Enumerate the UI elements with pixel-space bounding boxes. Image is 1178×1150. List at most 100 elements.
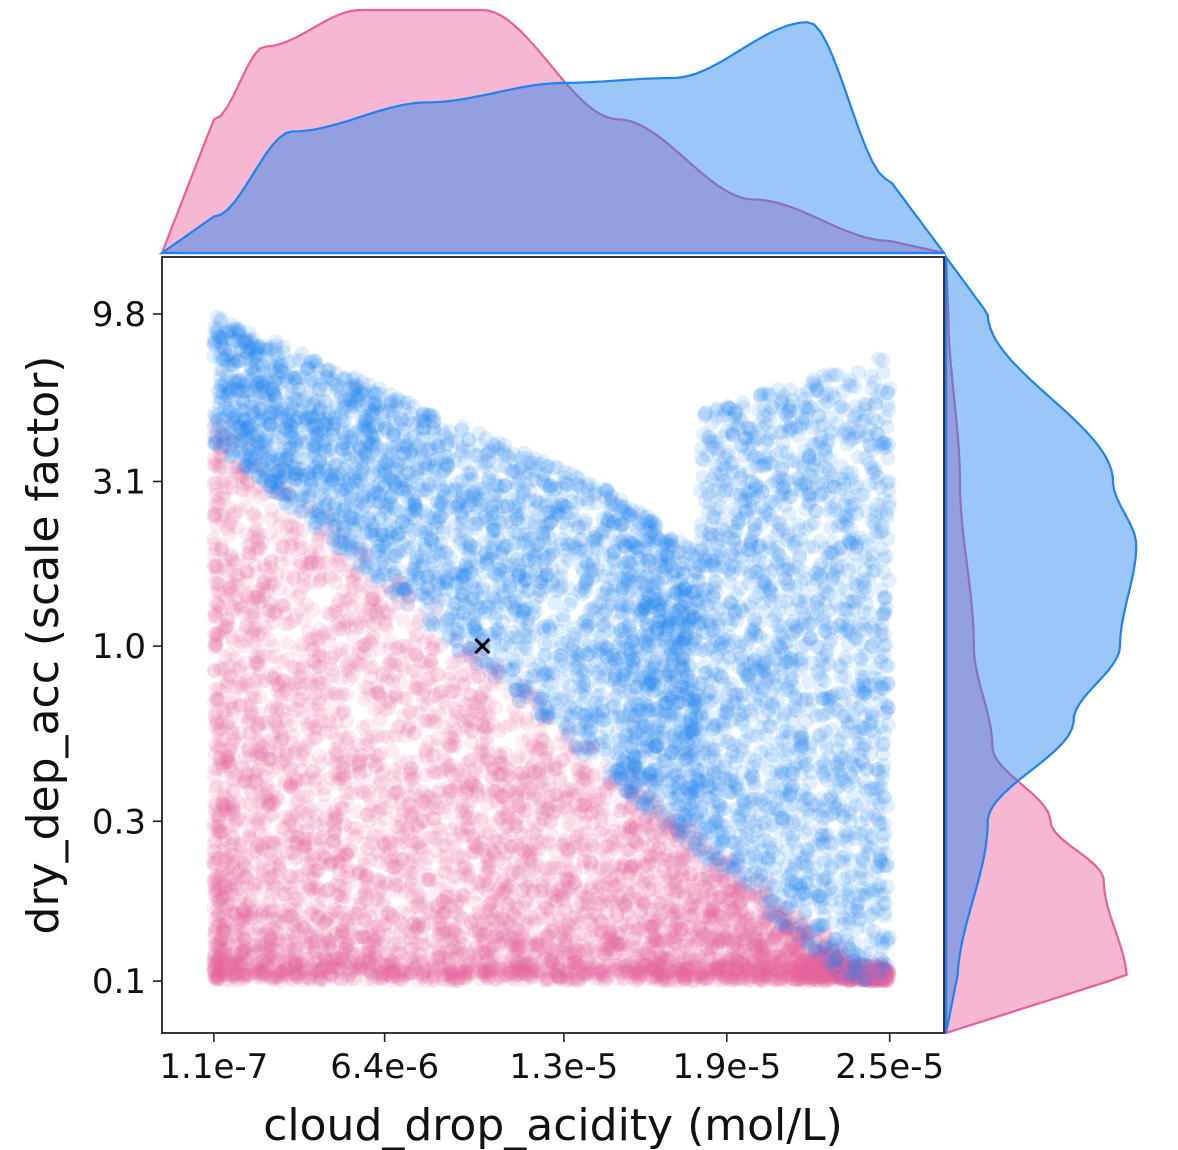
scatter-point-pink <box>774 941 790 957</box>
scatter-point-pink <box>378 968 394 984</box>
scatter-point-pink <box>554 879 570 895</box>
scatter-point-pink <box>550 960 566 976</box>
scatter-point-pink <box>357 871 373 887</box>
scatter-point-pink <box>269 716 285 732</box>
scatter-point-pink <box>423 678 439 694</box>
scatter-point-pink <box>222 668 238 684</box>
scatter-point-pink <box>623 954 639 970</box>
scatter-point-pink <box>423 653 439 669</box>
scatter-point-pink <box>239 471 255 487</box>
scatter-point-pink <box>485 929 501 945</box>
scatter-point-pink <box>263 567 279 583</box>
scatter-point-pink <box>319 672 335 688</box>
scatter-point-pink <box>228 946 244 962</box>
scatter-point-pink <box>595 878 611 894</box>
scatter-point-pink <box>547 757 563 773</box>
scatter-point-pink <box>630 939 646 955</box>
scatter-point-pink <box>377 617 393 633</box>
scatter-point-pink <box>263 559 279 575</box>
scatter-point-pink <box>443 822 459 838</box>
scatter-point-pink <box>650 944 666 960</box>
scatter-point-pink <box>515 694 531 710</box>
scatter-point-pink <box>453 804 469 820</box>
scatter-point-pink <box>865 971 881 987</box>
scatter-point-pink <box>776 954 792 970</box>
scatter-point-pink <box>260 871 276 887</box>
scatter-point-pink <box>250 627 266 643</box>
scatter-point-pink <box>535 801 551 817</box>
scatter-point-pink <box>406 620 422 636</box>
scatter-point-pink <box>597 941 613 957</box>
scatter-point-pink <box>266 956 282 972</box>
scatter-point-pink <box>313 675 329 691</box>
scatter-point-pink <box>260 602 276 618</box>
scatter-point-pink <box>292 949 308 965</box>
scatter-point-pink <box>572 959 588 975</box>
scatter-point-pink <box>770 924 786 940</box>
scatter-point-pink <box>436 863 452 879</box>
scatter-point-pink <box>273 855 289 871</box>
scatter-point-pink <box>832 969 848 985</box>
scatter-point-pink <box>480 751 496 767</box>
scatter-point-pink <box>677 887 693 903</box>
scatter-point-pink <box>592 824 608 840</box>
scatter-point-pink <box>644 968 660 984</box>
scatter-point-pink <box>230 572 246 588</box>
scatter-point-pink <box>607 781 623 797</box>
scatter-point-pink <box>403 705 419 721</box>
scatter-point-pink <box>241 545 257 561</box>
scatter-point-pink <box>621 964 637 980</box>
scatter-point-pink <box>721 932 737 948</box>
scatter-point-pink <box>830 971 846 987</box>
scatter-point-pink <box>326 519 342 535</box>
scatter-point-pink <box>736 958 752 974</box>
scatter-point-pink <box>214 959 230 975</box>
scatter-point-pink <box>672 916 688 932</box>
scatter-point-pink <box>393 755 409 771</box>
scatter-point-pink <box>270 531 286 547</box>
scatter-point-pink <box>316 787 332 803</box>
scatter-point-pink <box>792 945 808 961</box>
scatter-point-pink <box>315 829 331 845</box>
scatter-point-pink <box>310 908 326 924</box>
scatter-point-pink <box>540 801 556 817</box>
scatter-point-pink <box>472 692 488 708</box>
scatter-point-pink <box>264 885 280 901</box>
scatter-point-pink <box>723 883 739 899</box>
scatter-point-pink <box>207 955 223 971</box>
scatter-point-pink <box>370 727 386 743</box>
scatter-point-pink <box>351 577 367 593</box>
scatter-point-pink <box>605 879 621 895</box>
scatter-point-pink <box>226 868 242 884</box>
scatter-point-pink <box>219 818 235 834</box>
scatter-point-pink <box>417 856 433 872</box>
scatter-point-pink <box>285 681 301 697</box>
scatter-point-pink <box>210 681 226 697</box>
scatter-point-pink <box>615 971 631 987</box>
scatter-point-pink <box>365 586 381 602</box>
scatter-point-pink <box>447 701 463 717</box>
scatter-point-pink <box>659 951 675 967</box>
scatter-point-pink <box>232 659 248 675</box>
scatter-point-pink <box>612 936 628 952</box>
scatter-point-pink <box>535 881 551 897</box>
scatter-point-pink <box>727 927 743 943</box>
scatter-point-pink <box>227 660 243 676</box>
scatter-point-pink <box>331 854 347 870</box>
scatter-point-pink <box>400 597 416 613</box>
scatter-point-pink <box>757 967 773 983</box>
scatter-point-pink <box>665 875 681 891</box>
scatter-point-pink <box>559 871 575 887</box>
scatter-point-pink <box>464 792 480 808</box>
scatter-point-pink <box>461 811 477 827</box>
scatter-point-pink <box>299 752 315 768</box>
scatter-point-pink <box>265 881 281 897</box>
scatter-point-pink <box>361 633 377 649</box>
scatter-point-pink <box>436 972 452 988</box>
scatter-point-pink <box>377 811 393 827</box>
scatter-point-pink <box>479 945 495 961</box>
scatter-point-pink <box>685 874 701 890</box>
scatter-point-pink <box>396 690 412 706</box>
scatter-point-pink <box>252 689 268 705</box>
scatter-point-pink <box>514 898 530 914</box>
